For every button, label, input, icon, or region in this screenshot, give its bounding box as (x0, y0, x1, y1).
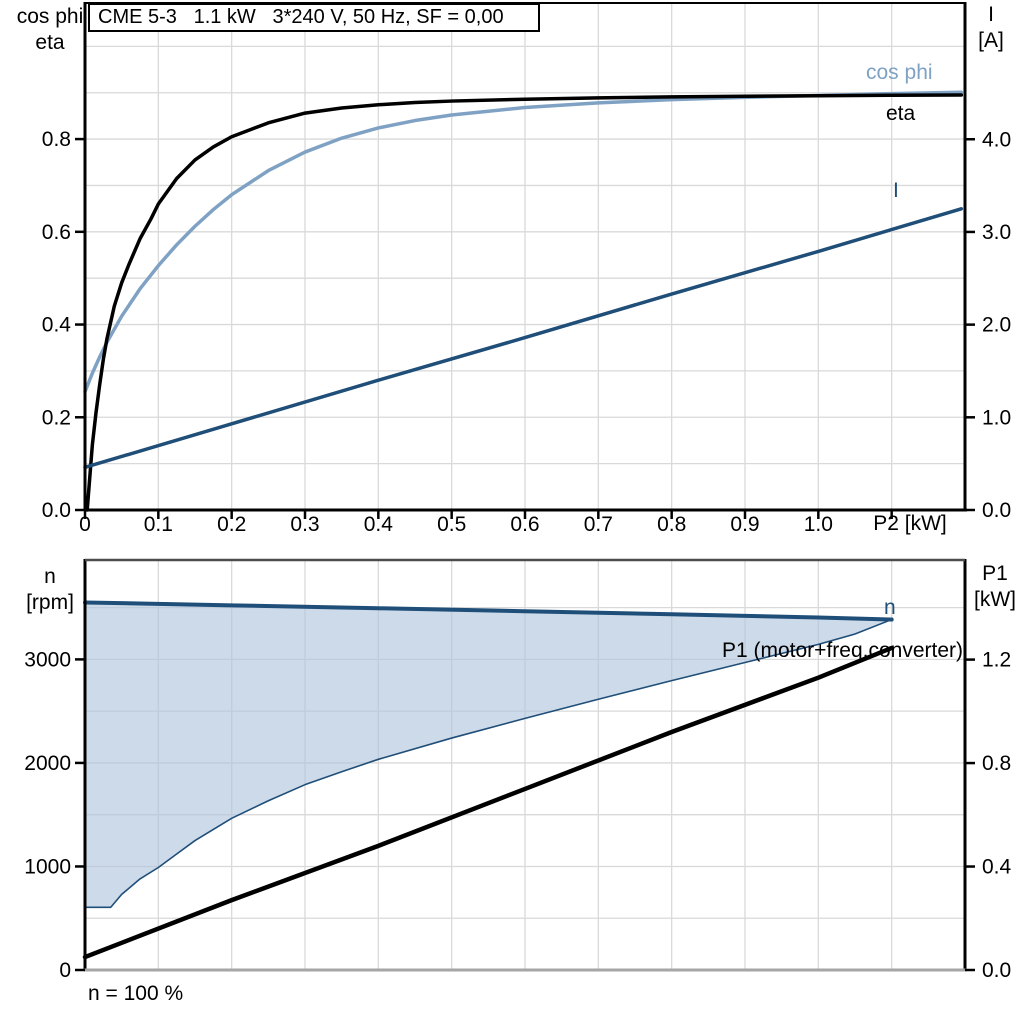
y-right-tick-label: 1.2 (982, 649, 1011, 672)
curve-n (83, 600, 894, 622)
y-left-tick-label: 3000 (24, 648, 71, 671)
x-tick-label: 1.0 (804, 513, 833, 536)
x-tick-label: 0.4 (364, 513, 394, 536)
tick-labels: 0 0.1 0.2 0.3 0.4 0.5 0.6 0.7 0.8 0.9 1.0 0.0 0.2 0.4… (42, 128, 1011, 536)
y-left-tick-label: 0.2 (42, 406, 71, 429)
x-tick-label: 0.2 (217, 513, 246, 536)
left-axis-title-line2: eta (35, 31, 65, 54)
chart-title: CME 5-3 1.1 kW 3*240 V, 50 Hz, SF = 0,00 (88, 3, 540, 32)
tick-marks (75, 658, 975, 972)
right-axis-title-line1: I (988, 3, 994, 26)
left-axis-title-line2: [rpm] (26, 591, 74, 614)
y-right-tick-label: 3.0 (982, 221, 1011, 244)
x-tick-label: 0.7 (584, 513, 613, 536)
chart-motor-curves: 0 0.1 0.2 0.3 0.4 0.5 0.6 0.7 0.8 0.9 1.0 0.0 0.2 0.4… (42, 2, 1011, 536)
y-right-tick-label: 0.8 (982, 752, 1011, 775)
y-right-tick-label: 2.0 (982, 314, 1011, 337)
y-left-tick-label: 0.0 (42, 499, 71, 522)
y-left-tick-label: 2000 (24, 752, 71, 775)
x-tick-label: 0.6 (510, 513, 539, 536)
x-tick-label: 0.3 (290, 513, 319, 536)
left-axis-title-bottom: n [rpm] (8, 564, 92, 616)
curve-n-min (84, 618, 893, 909)
y-left-tick-label: 1000 (24, 855, 71, 878)
y-right-tick-label: 0.4 (982, 856, 1012, 879)
y-right-tick-label: 0.0 (982, 959, 1011, 982)
x-tick-label: 0.9 (730, 513, 759, 536)
y-left-tick-label: 0 (59, 959, 71, 982)
left-axis-title-line1: n (44, 565, 56, 588)
curve-label-cos-phi: cos phi (866, 61, 933, 84)
curve-label-p1-motor-freq-converter-: P1 (motor+freq.converter) (722, 639, 963, 662)
chart-speed-power: 0 1000 2000 3000 0.0 0.4 0.8 1.2 n P1 (motor+freq… (24, 558, 1012, 982)
curve-cos-phi (83, 90, 964, 394)
right-axis-title-line2: [A] (978, 29, 1004, 52)
x-tick-label: 0 (79, 513, 91, 536)
right-axis-title-line2: [kW] (974, 588, 1016, 611)
y-left-tick-label: 0.6 (42, 221, 71, 244)
right-axis-title-line1: P1 (982, 562, 1008, 585)
y-right-tick-label: 4.0 (982, 128, 1011, 151)
tick-labels: 0 1000 2000 3000 0.0 0.4 0.8 1.2 (24, 648, 1011, 982)
x-axis-title: P2 [kW] (873, 512, 947, 535)
band-speed-range (85, 602, 892, 908)
left-axis-title-line1: cos phi (16, 5, 84, 28)
right-axis-title-top: I [A] (958, 2, 1024, 54)
y-left-tick-label: 0.4 (42, 314, 72, 337)
tick-marks (75, 137, 975, 519)
gridlines (85, 3, 965, 510)
curve-label-n: n (884, 596, 896, 619)
speed-note: n = 100 % (88, 982, 184, 1005)
y-left-tick-label: 0.8 (42, 128, 71, 151)
x-tick-label: 0.1 (144, 513, 173, 536)
curve-p1 (82, 645, 894, 960)
y-right-tick-label: 0.0 (982, 499, 1011, 522)
curve-eta (85, 93, 964, 512)
right-axis-title-bottom: P1 [kW] (962, 561, 1024, 613)
curve-label-eta: eta (886, 102, 916, 125)
curve-label-i: I (893, 179, 899, 202)
curve-i (83, 207, 964, 470)
left-axis-title-top: cos phi eta (8, 4, 92, 56)
x-tick-label: 0.8 (657, 513, 686, 536)
x-tick-label: 0.5 (437, 513, 466, 536)
y-right-tick-label: 1.0 (982, 406, 1011, 429)
